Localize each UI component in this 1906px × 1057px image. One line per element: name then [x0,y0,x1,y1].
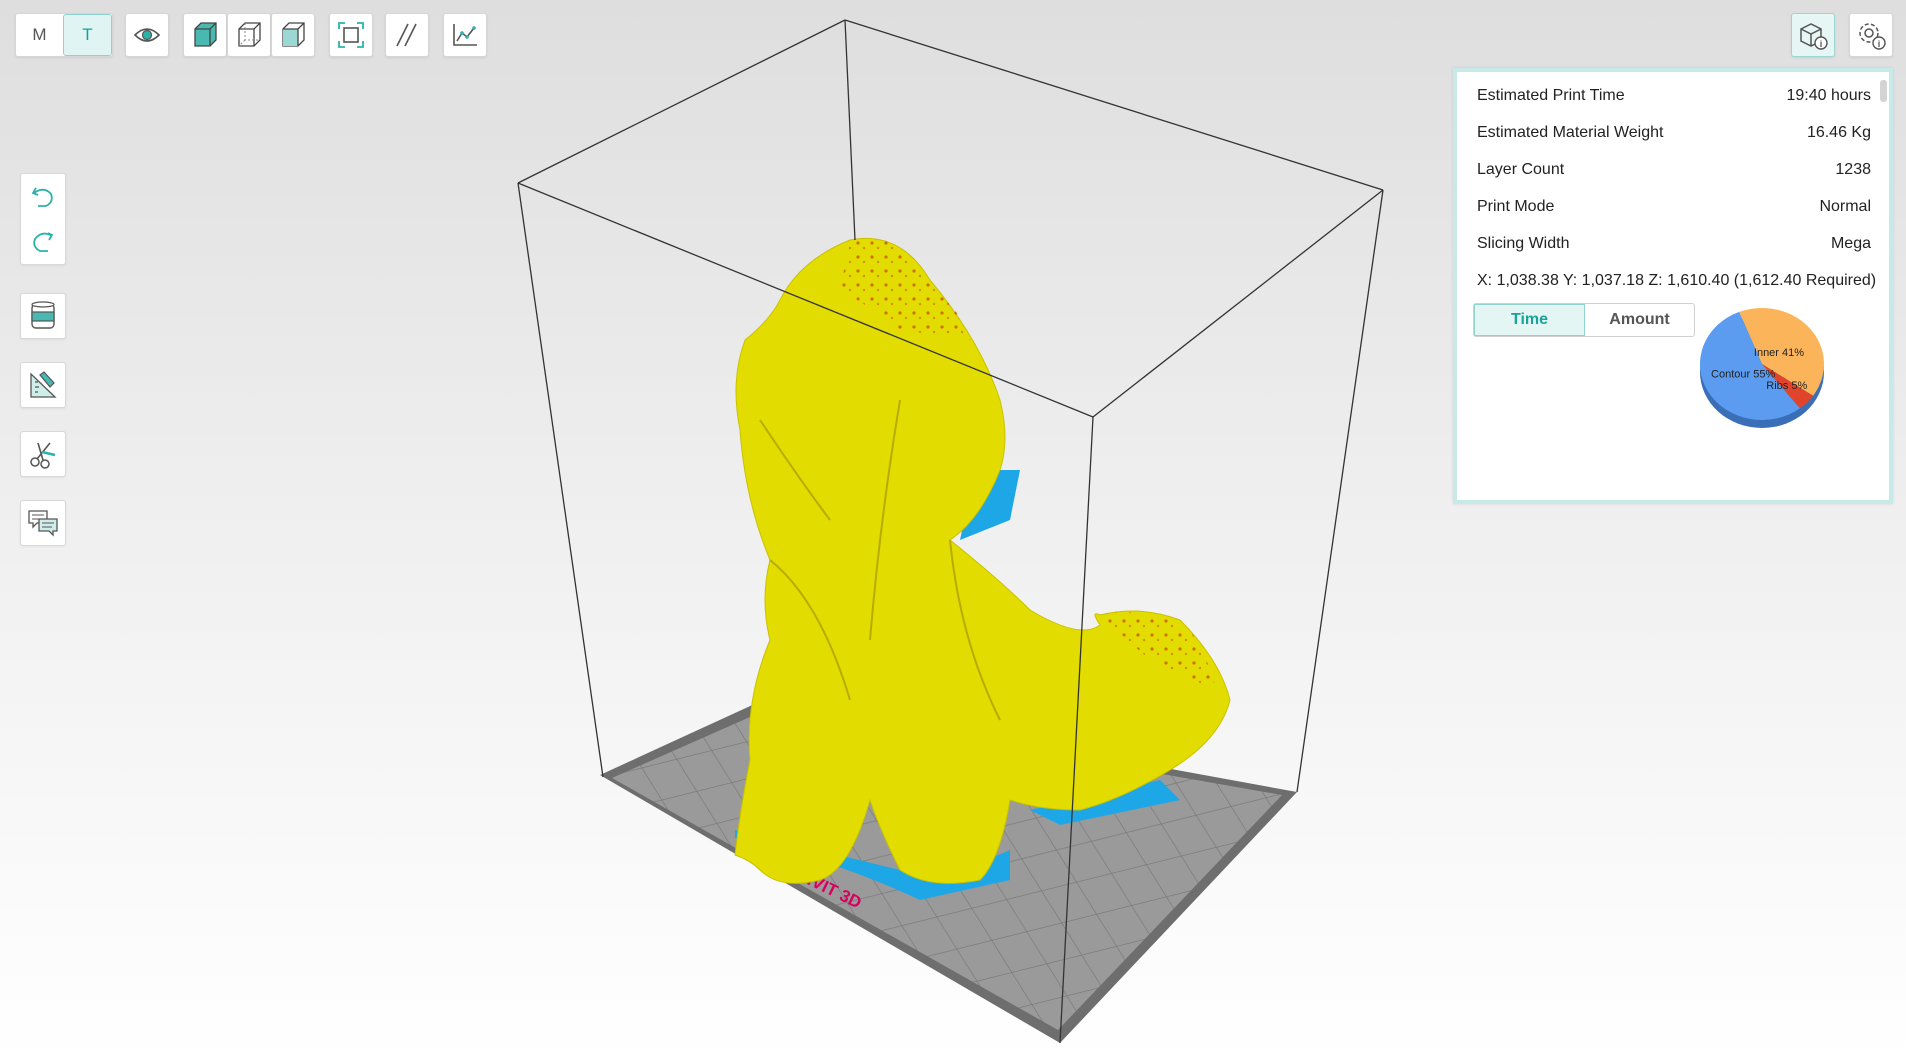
info-row-layer-count: Layer Count 1238 [1477,155,1871,185]
comments-icon [28,510,58,537]
mode-toggle: M T [15,13,113,57]
pie-slice-ribs [1762,364,1814,409]
undo-button[interactable] [20,173,66,219]
pie-slice-inner [1739,308,1824,396]
cut-icon [30,442,56,469]
redo-button[interactable] [20,219,66,265]
info-row-slicing-width: Slicing Width Mega [1477,229,1871,259]
chart-tabs: Time Amount [1473,303,1695,337]
solid-view-button[interactable] [183,13,227,57]
info-label: Print Mode [1477,198,1555,215]
dimensions-readout: X: 1,038.38 Y: 1,037.18 Z: 1,610.40 (1,6… [1477,272,1877,289]
material-cartridge-icon [31,301,55,329]
tab-time[interactable]: Time [1474,304,1585,336]
fit-view-button[interactable] [329,13,373,57]
view-toggle-button[interactable] [125,13,169,57]
info-row-material-weight: Estimated Material Weight 16.46 Kg [1477,118,1871,148]
svg-text:i: i [1820,39,1823,49]
info-label: Estimated Print Time [1477,87,1625,104]
wireframe-view-button[interactable] [227,13,271,57]
solid-cube-icon [194,22,217,47]
mode-t-button[interactable]: T [63,14,112,56]
wire-cube-icon [238,22,261,47]
pie-slice-contour [1700,311,1800,420]
pie-label-contour: Contour 55% [1711,369,1775,381]
svg-text:i: i [1878,39,1881,49]
slice-lines-button[interactable] [385,13,429,57]
pie-label-inner: Inner 41% [1754,347,1804,359]
eye-icon [133,28,161,42]
xray-cube-icon [282,22,305,47]
tab-amount[interactable]: Amount [1609,311,1670,328]
info-value: 1238 [1835,161,1871,178]
time-pie-chart: Inner 41% Ribs 5%Contour 55% [1700,308,1824,428]
comments-button[interactable] [20,500,66,546]
info-value: 19:40 hours [1786,87,1871,104]
settings-info-button[interactable]: i [1849,13,1893,57]
slash-lines-icon [396,23,417,47]
print-info-panel: Estimated Print Time 19:40 hours Estimat… [1453,68,1893,504]
info-label: Estimated Material Weight [1477,124,1664,141]
redo-icon [33,231,54,252]
material-button[interactable] [20,293,66,339]
3d-model-statue [734,237,1231,884]
graph-icon [453,24,477,46]
ruler-icon [30,371,57,398]
build-volume-wireframe [517,19,1384,1044]
model-info-icon: i [1800,23,1828,50]
model-info-button[interactable]: i [1791,13,1835,57]
info-row-print-time: Estimated Print Time 19:40 hours [1477,81,1871,111]
info-value: Mega [1830,235,1871,252]
info-row-print-mode: Print Mode Normal [1477,192,1871,222]
graph-button[interactable] [443,13,487,57]
measure-button[interactable] [20,362,66,408]
info-label: Slicing Width [1477,235,1570,252]
settings-info-icon: i [1859,23,1886,50]
fit-view-icon [338,22,364,48]
panel-scrollbar[interactable] [1880,80,1887,102]
info-value: 16.46 Kg [1806,124,1871,141]
pie-label-ribs: Ribs 5% [1766,380,1807,392]
undo-icon [31,187,53,207]
info-value: Normal [1819,198,1871,215]
info-label: Layer Count [1477,161,1565,178]
cut-button[interactable] [20,431,66,477]
xray-view-button[interactable] [271,13,315,57]
mode-m-button[interactable]: M [32,25,47,44]
